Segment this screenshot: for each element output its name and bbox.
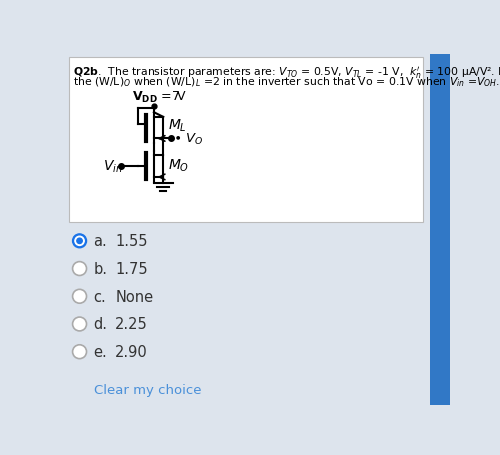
Text: 2.25: 2.25	[115, 317, 148, 332]
Text: $\bullet$ $V_O$: $\bullet$ $V_O$	[174, 131, 204, 147]
Text: c.: c.	[94, 289, 106, 304]
Text: $M_L$: $M_L$	[168, 117, 186, 133]
Text: $M_O$: $M_O$	[168, 157, 189, 173]
Text: 1.75: 1.75	[115, 262, 148, 277]
Text: b.: b.	[94, 262, 108, 277]
Text: $\bf{Q2b}$.  The transistor parameters are: $V_{TO}$ = 0.5V, $V_{TL}$ = -1 V,  $: $\bf{Q2b}$. The transistor parameters ar…	[74, 65, 500, 81]
Text: $V_{in}$: $V_{in}$	[103, 159, 122, 175]
Circle shape	[72, 262, 86, 276]
Circle shape	[72, 345, 86, 359]
Text: Clear my choice: Clear my choice	[94, 383, 201, 396]
Text: $\bf{V_{DD}}$ =7V: $\bf{V_{DD}}$ =7V	[132, 90, 188, 105]
Text: a.: a.	[94, 234, 107, 249]
Text: 2.90: 2.90	[115, 344, 148, 359]
Circle shape	[72, 290, 86, 303]
Circle shape	[72, 234, 86, 248]
Text: 1.55: 1.55	[115, 234, 148, 249]
Circle shape	[72, 318, 86, 331]
Text: d.: d.	[94, 317, 108, 332]
Text: None: None	[115, 289, 154, 304]
Circle shape	[77, 238, 82, 244]
Bar	[430, 55, 450, 405]
Circle shape	[75, 237, 84, 246]
Text: the (W/L)$_O$ when (W/L)$_L$ =2 in the inverter such that Vo = 0.1V when $V_{in}: the (W/L)$_O$ when (W/L)$_L$ =2 in the i…	[74, 76, 500, 89]
Text: e.: e.	[94, 344, 107, 359]
Bar	[68, 58, 423, 223]
